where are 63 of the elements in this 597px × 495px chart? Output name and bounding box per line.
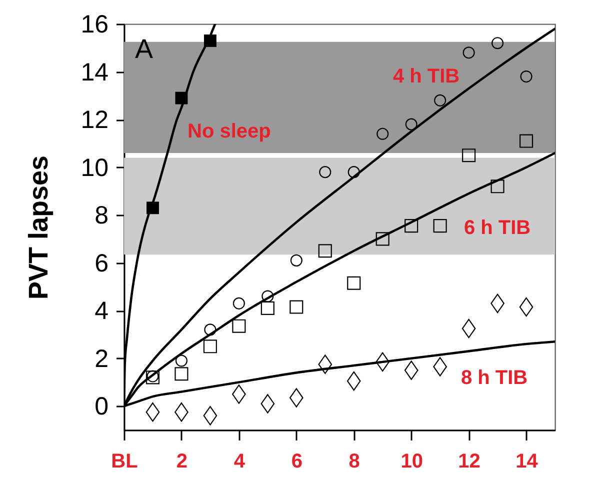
point	[204, 324, 216, 336]
point	[404, 360, 418, 380]
point	[490, 294, 504, 314]
series-label: 4 h TIB	[392, 66, 460, 88]
point	[376, 232, 390, 246]
point	[519, 134, 534, 148]
y-tick-label: 8	[94, 202, 108, 230]
point	[146, 402, 160, 422]
point	[490, 180, 504, 194]
series-label: 8 h TIB	[460, 367, 528, 390]
x-tick-label: 2	[176, 450, 188, 472]
point	[347, 276, 361, 290]
point	[319, 166, 332, 178]
point	[203, 406, 218, 426]
y-tick-label: 10	[80, 154, 108, 182]
y-tick-label: 0	[94, 392, 108, 421]
y-tick-label: 14	[80, 58, 109, 86]
y-axis-title: PVT lapses	[24, 155, 54, 300]
point	[519, 297, 534, 317]
point	[433, 219, 447, 233]
annotation: A	[135, 34, 154, 64]
point	[232, 297, 245, 310]
point	[232, 319, 246, 333]
y-tick-label: 2	[94, 344, 108, 373]
point	[462, 46, 475, 59]
point	[318, 244, 332, 258]
point	[376, 352, 390, 372]
point	[262, 290, 274, 302]
point	[404, 219, 418, 233]
x-tick-label: BL	[111, 450, 138, 472]
point	[520, 70, 532, 83]
point	[434, 94, 446, 106]
x-tick-label: 10	[400, 450, 423, 472]
point	[346, 371, 361, 391]
point	[462, 148, 476, 162]
x-tick-label: 8	[348, 450, 360, 472]
point	[405, 118, 418, 130]
x-tick-label: 6	[291, 450, 302, 472]
point	[433, 357, 447, 376]
point	[260, 394, 275, 414]
y-tick-label: 4	[94, 297, 109, 326]
point	[203, 340, 217, 354]
point	[318, 354, 332, 374]
point	[232, 384, 246, 404]
y-tick-label: 12	[80, 106, 108, 134]
series-label: 6 h TIB	[464, 217, 531, 240]
point	[260, 301, 274, 315]
x-tick-label: 14	[516, 450, 539, 472]
series-label: No sleep	[188, 120, 271, 143]
x-tick-label: 12	[458, 450, 480, 472]
point	[290, 300, 304, 314]
point	[289, 388, 304, 408]
point	[174, 367, 188, 381]
y-tick-label: 16	[80, 10, 108, 38]
point	[492, 37, 504, 50]
point	[175, 354, 188, 367]
x-tick-label: 4	[234, 450, 246, 472]
point	[462, 318, 476, 338]
point	[376, 128, 389, 140]
point	[348, 166, 360, 178]
point	[174, 402, 188, 422]
point	[290, 254, 302, 266]
y-tick-label: 6	[94, 249, 108, 278]
